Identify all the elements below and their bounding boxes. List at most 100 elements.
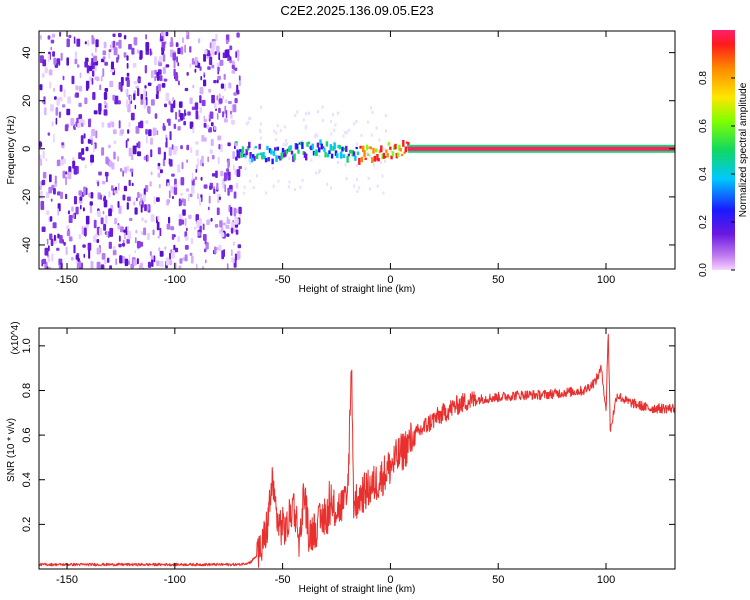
heatmap-cell [126, 165, 130, 172]
heatmap-cell [356, 151, 360, 156]
heatmap-cell [263, 155, 266, 160]
snr-xtick-label: 50 [492, 574, 504, 586]
heatmap-cell [59, 31, 61, 37]
heatmap-cell [402, 140, 405, 147]
heatmap-cell [262, 152, 265, 157]
heatmap-cell [344, 163, 347, 167]
heatmap-cell [159, 169, 163, 174]
heatmap-cell [175, 111, 177, 120]
heatmap-cell [267, 157, 270, 162]
heatmap-cell [218, 107, 221, 114]
heatmap-cell [150, 149, 153, 158]
heatmap-cell [63, 89, 66, 98]
heatmap-cell [161, 35, 163, 40]
heatmap-cell [170, 226, 175, 231]
heatmap-cell [318, 147, 321, 153]
heatmap-cell [40, 158, 42, 166]
heatmap-cell [184, 87, 189, 92]
heatmap-cell [113, 140, 117, 145]
heatmap-cell [128, 179, 131, 186]
heatmap-cell [237, 244, 242, 249]
heatmap-cell [168, 100, 171, 105]
heatmap-cell [205, 259, 207, 264]
heatmap-cell [371, 157, 374, 164]
heatmap-cell [127, 230, 132, 240]
heatmap-cell [47, 132, 51, 136]
heatmap-cell [144, 219, 148, 224]
heatmap-cell [131, 182, 134, 187]
heatmap-cell [145, 135, 148, 144]
heatmap-cell [157, 172, 161, 178]
heatmap-cell [93, 219, 97, 229]
heatmap-cell [355, 146, 358, 150]
heatmap-cell [285, 138, 287, 142]
heatmap-cell [318, 170, 321, 174]
heatmap-cell [261, 153, 264, 160]
heatmap-cell [83, 227, 87, 236]
heatmap-cell [96, 261, 101, 269]
heatmap-cell [171, 249, 175, 259]
heatmap-cell [343, 147, 347, 151]
heatmap-cell [268, 148, 272, 153]
heatmap-cell [108, 52, 111, 59]
heatmap-cell [61, 156, 64, 160]
heatmap-cell [73, 244, 76, 254]
heatmap-cell [210, 48, 215, 56]
heatmap-cell [109, 80, 114, 88]
heatmap-cell [201, 135, 205, 142]
heatmap-cell [384, 159, 386, 163]
heatmap-cell [345, 131, 348, 135]
heatmap-cell [161, 83, 166, 88]
heatmap-cell [170, 103, 174, 113]
heatmap-cell [355, 120, 358, 123]
heatmap-cell [100, 58, 105, 63]
heatmap-cell [99, 84, 102, 91]
heatmap-cell [65, 171, 68, 175]
heatmap-cell [184, 231, 188, 238]
colorbar-tick-label: 0.4 [698, 167, 709, 181]
heatmap-cell [342, 134, 345, 138]
heatmap-cell [67, 171, 72, 180]
snr-series-line [39, 333, 675, 568]
heatmap-cell [99, 227, 103, 236]
heatmap-cell [284, 143, 287, 147]
heatmap-cell [112, 129, 117, 135]
heatmap-cell [383, 147, 386, 151]
heatmap-cell [296, 143, 299, 150]
heatmap-cell [73, 166, 78, 175]
heatmap-cell [127, 225, 129, 232]
heatmap-cell [78, 190, 83, 196]
heatmap-cell [372, 147, 375, 154]
snr-multiplier: (x10^4) [10, 321, 21, 354]
heatmap-cell [150, 137, 153, 145]
heatmap-cell [209, 185, 212, 190]
heatmap-cell [113, 190, 118, 194]
heatmap-cell [48, 69, 53, 76]
heatmap-cell [107, 122, 111, 128]
snr-panel: -150 -100 -50 0 50 100 0.2 0.4 0.6 0.8 1.0 Height … [6, 321, 676, 595]
heatmap-cell [353, 184, 356, 188]
heatmap-cell [154, 69, 157, 75]
heatmap-cell [111, 121, 115, 128]
heatmap-cell [157, 235, 160, 239]
heatmap-cell [44, 107, 47, 116]
heatmap-cell [96, 76, 100, 82]
heatmap-cell [202, 223, 205, 231]
heatmap-cell [120, 129, 124, 135]
heatmap-cell [231, 119, 235, 125]
heatmap-cell [120, 76, 124, 86]
heatmap-cell [153, 195, 156, 205]
heatmap-cell [284, 149, 287, 157]
snr-xtick-label: -150 [56, 574, 78, 586]
heatmap-cell [105, 176, 108, 183]
heatmap-cell [173, 186, 178, 195]
heatmap-cell [249, 161, 252, 165]
heatmap-cell [118, 33, 122, 38]
heatmap-cell [56, 58, 61, 64]
heatmap-cell [266, 145, 269, 150]
heatmap-cell [281, 147, 285, 153]
heatmap-cell [280, 152, 283, 160]
heatmap-cell [229, 45, 233, 51]
heatmap-cell [158, 83, 161, 90]
heatmap-cell [117, 156, 120, 162]
